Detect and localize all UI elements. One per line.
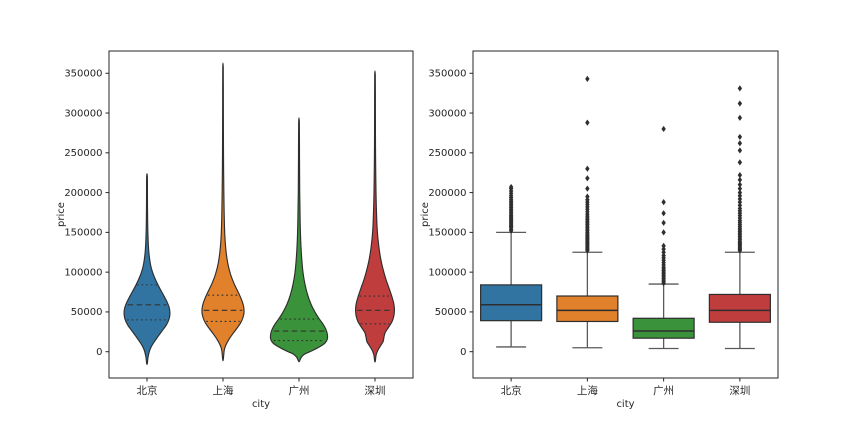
- axes-frame: [108, 50, 414, 379]
- outlier-point: [737, 85, 743, 92]
- y-tick-label: 100000: [64, 267, 102, 278]
- outliers-shenzhen: [737, 85, 743, 254]
- outlier-point: [585, 193, 590, 200]
- outlier-point: [737, 185, 743, 192]
- outlier-point: [737, 199, 743, 206]
- y-tick-label: 300000: [428, 108, 466, 119]
- outlier-point: [661, 229, 666, 236]
- violin-shanghai: [201, 62, 245, 362]
- outlier-point: [737, 189, 743, 196]
- x-tick-label-shenzhen: 深圳: [365, 385, 386, 397]
- outliers-guangzhou: [661, 125, 666, 287]
- y-tick-label: 350000: [428, 68, 466, 79]
- y-axis-label: price: [56, 202, 67, 227]
- outlier-point: [661, 219, 666, 226]
- y-tick-label: 100000: [428, 267, 466, 278]
- box-shanghai: [556, 295, 619, 323]
- y-tick-label: 150000: [64, 228, 102, 239]
- y-tick-label: 250000: [64, 148, 102, 159]
- outlier-point: [661, 245, 666, 253]
- x-tick-label-shanghai: 上海: [577, 384, 598, 397]
- x-tick-label-shanghai: 上海: [213, 384, 234, 397]
- outlier-point: [661, 242, 666, 249]
- box-shenzhen: [708, 293, 771, 323]
- outlier-point: [585, 75, 590, 82]
- y-tick-label: 200000: [428, 188, 466, 199]
- outlier-point: [661, 210, 666, 217]
- outlier-point: [585, 119, 590, 126]
- outlier-point: [737, 140, 743, 147]
- axes-frame: [472, 50, 779, 379]
- violin-guangzhou: [269, 117, 329, 363]
- outlier-point: [737, 171, 743, 179]
- box-beijing: [480, 284, 543, 322]
- outlier-point: [737, 176, 743, 183]
- x-tick-label-guangzhou: 广州: [289, 385, 310, 397]
- x-tick-label-beijing: 北京: [137, 384, 158, 397]
- y-tick-label: 150000: [428, 228, 466, 239]
- x-axis-label: city: [616, 399, 634, 410]
- outlier-point: [661, 199, 666, 206]
- violin-beijing: [123, 173, 171, 365]
- y-tick-label: 350000: [64, 68, 102, 79]
- outlier-point: [585, 196, 590, 203]
- outlier-point: [737, 159, 743, 166]
- outlier-point: [737, 202, 743, 209]
- outlier-point: [737, 205, 743, 212]
- outlier-point: [737, 181, 743, 188]
- y-tick-label: 300000: [64, 108, 102, 119]
- outlier-point: [737, 133, 743, 141]
- box-chart: 0 50000 100000 150000 200000 250000 300000 3500…: [420, 50, 779, 410]
- box-guangzhou: [632, 317, 695, 339]
- y-tick-label: 50000: [71, 307, 103, 318]
- outlier-point: [737, 195, 743, 203]
- outlier-point: [508, 183, 514, 191]
- y-tick-label: 200000: [64, 188, 102, 199]
- outlier-point: [737, 114, 743, 121]
- outlier-point: [737, 100, 743, 107]
- y-tick-label: 0: [460, 347, 466, 358]
- outlier-point: [585, 185, 590, 192]
- x-axis-label: city: [252, 399, 270, 410]
- violin-shenzhen: [354, 70, 396, 363]
- outlier-point: [661, 249, 666, 256]
- outlier-point: [737, 147, 743, 154]
- outlier-point: [585, 165, 590, 172]
- y-tick-label: 250000: [428, 148, 466, 159]
- x-tick-label-shenzhen: 深圳: [729, 385, 750, 397]
- outlier-point: [661, 125, 666, 133]
- outliers-beijing: [508, 183, 514, 234]
- y-tick-label: 0: [96, 347, 102, 358]
- outlier-point: [737, 192, 743, 199]
- outliers-shanghai: [585, 75, 590, 254]
- x-tick-label-guangzhou: 广州: [653, 385, 674, 397]
- y-axis-label: price: [420, 202, 431, 227]
- x-tick-label-beijing: 北京: [501, 384, 522, 397]
- outlier-point: [585, 175, 590, 182]
- violin-chart: 0 50000 100000 150000 200000 250000 300000 3500…: [56, 50, 414, 410]
- outlier-point: [661, 252, 666, 259]
- y-tick-label: 50000: [435, 307, 467, 318]
